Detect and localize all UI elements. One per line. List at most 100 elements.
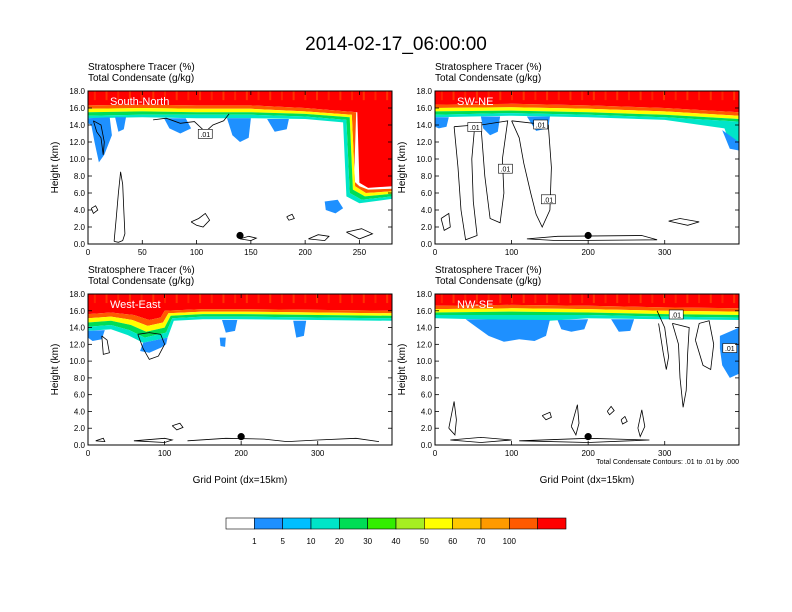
colorbar-swatch: [480, 517, 510, 530]
tracer-streak: [546, 294, 549, 304]
contour-label-box: [533, 119, 548, 130]
tracer-streak: [686, 294, 689, 304]
tracer-streak: [351, 91, 354, 101]
contour-label: .01: [470, 125, 480, 132]
condensate-contour: [95, 437, 106, 443]
contour-label-box: [722, 343, 738, 353]
contour-label: .01: [536, 123, 546, 130]
tracer-streak: [522, 294, 525, 304]
tracer-streak: [280, 294, 283, 304]
tracer-streak: [93, 294, 96, 304]
tracer-streak: [487, 91, 490, 101]
x-tick-label: 50: [138, 248, 147, 257]
tracer-fill-region: [88, 117, 112, 163]
tracer-streak: [651, 294, 654, 304]
tracer-streak: [627, 294, 630, 304]
colorbar-label: 40: [392, 537, 401, 546]
tracer-streak: [362, 294, 365, 304]
tracer-streak: [234, 294, 237, 304]
condensate-contour: [346, 228, 374, 240]
panel-2: Stratosphere Tracer (%)Total Condensate …: [397, 62, 740, 257]
tracer-streak: [339, 294, 342, 304]
y-tick-label: 0.0: [74, 240, 86, 249]
condensate-contour: [137, 332, 166, 360]
tracer-streak: [140, 294, 143, 304]
condensate-contour: [511, 120, 552, 228]
tracer-fill-region: [88, 309, 392, 326]
contour-label: .01: [200, 132, 210, 139]
tracer-streak: [222, 294, 225, 304]
condensate-contour: [308, 234, 330, 242]
tracer-streak: [386, 91, 389, 101]
tracer-fill-region: [480, 116, 501, 136]
colorbar-label: 1: [252, 537, 257, 546]
y-tick-label: 8.0: [421, 374, 433, 383]
plot-frame: [87, 90, 393, 245]
panel-field-2-label: Total Condensate (g/kg): [435, 276, 541, 287]
y-tick-label: 14.0: [416, 121, 432, 130]
y-tick-label: 2.0: [74, 223, 86, 232]
x-tick-label: 200: [234, 449, 248, 458]
condensate-contour: [453, 124, 478, 241]
contour-label: .01: [671, 312, 681, 319]
tracer-streak: [663, 91, 665, 101]
y-tick-label: 8.0: [421, 172, 433, 181]
colorbar-swatch: [254, 517, 283, 530]
x-axis-label: Grid Point (dx=15km): [193, 475, 288, 486]
contour-label: .01: [725, 346, 735, 353]
panel-name: SW-NE: [457, 96, 493, 108]
tracer-streak: [464, 91, 467, 101]
tracer-streak: [327, 294, 330, 304]
x-tick-label: 200: [298, 248, 312, 257]
contour-label: .01: [501, 167, 511, 174]
condensate-contour: [440, 212, 451, 232]
x-tick-label: 0: [433, 248, 438, 257]
y-tick-label: 18.0: [416, 290, 432, 299]
colorbar-swatch: [537, 517, 567, 530]
y-tick-label: 4.0: [421, 407, 433, 416]
tracer-streak: [569, 294, 572, 304]
tracer-fill-region: [140, 337, 168, 353]
tracer-streak: [234, 91, 237, 101]
y-tick-label: 14.0: [416, 324, 432, 333]
tracer-streak: [627, 91, 630, 101]
plot-frame: [434, 293, 740, 446]
panel-name: NW-SE: [457, 299, 493, 311]
tracer-streak: [686, 91, 689, 101]
panel-4: Stratosphere Tracer (%)Total Condensate …: [397, 265, 740, 486]
tracer-streak: [152, 91, 155, 101]
tracer-streak: [187, 294, 190, 304]
tracer-streak: [557, 91, 560, 101]
x-tick-label: 100: [505, 449, 519, 458]
tracer-streak: [440, 294, 443, 304]
tracer-fill-region: [557, 319, 589, 332]
tracer-fill-region: [435, 304, 739, 312]
tracer-streak: [280, 91, 283, 101]
contour-label-box: [668, 309, 684, 320]
condensate-contour: [480, 120, 509, 224]
contour-note: Total Condensate Contours: .01 to .01 by…: [596, 459, 739, 466]
tracer-streak: [511, 294, 513, 304]
tracer-fill-region: [88, 330, 105, 341]
y-tick-label: 10.0: [69, 155, 85, 164]
colorbar-swatch: [452, 517, 482, 530]
tracer-streak: [592, 91, 595, 101]
condensate-contour: [239, 235, 258, 242]
tracer-streak: [616, 91, 619, 101]
y-tick-label: 12.0: [69, 340, 85, 349]
tracer-streak: [187, 91, 190, 101]
tracer-streak: [93, 91, 96, 101]
colorbar-swatch: [339, 517, 368, 530]
condensate-contour: [519, 437, 650, 443]
y-tick-label: 6.0: [421, 189, 433, 198]
condensate-contour: [570, 404, 580, 436]
tracer-fill-region: [227, 118, 251, 142]
tracer-streak: [733, 294, 736, 304]
colorbar-swatch: [367, 517, 397, 530]
x-tick-label: 300: [311, 449, 325, 458]
panel-1: Stratosphere Tracer (%)Total Condensate …: [50, 62, 393, 257]
tracer-streak: [581, 91, 584, 101]
tracer-fill-region: [222, 320, 238, 333]
condensate-contour: [93, 120, 105, 155]
tracer-streak: [698, 294, 701, 304]
